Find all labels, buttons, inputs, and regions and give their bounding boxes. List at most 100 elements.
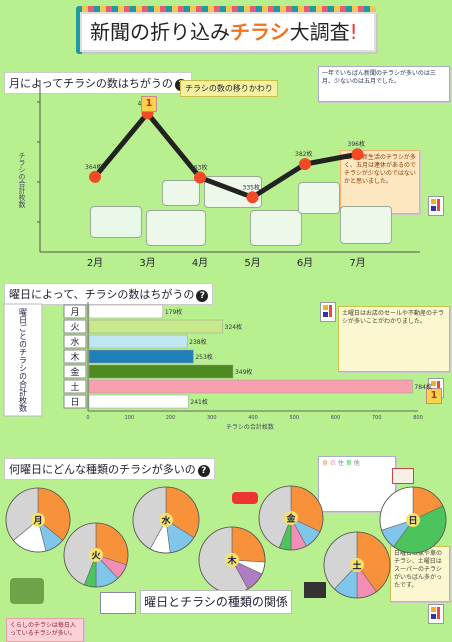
category-label: 金: [70, 366, 79, 378]
legend-item: 他: [353, 460, 360, 467]
award-badge-icon: [428, 196, 444, 216]
bar-ylabel-box: [3, 303, 43, 417]
y-axis-label: 曜日ごとのチラシの合計枚数: [19, 308, 28, 413]
sketch-illustration: [298, 182, 340, 214]
pie-slice: [165, 486, 200, 539]
pie-label-bg: [284, 511, 298, 525]
award-badge-icon: [428, 604, 444, 624]
pie-label: 日: [408, 516, 417, 527]
pie-slice: [95, 522, 129, 566]
pie-label: 金: [285, 513, 296, 525]
y-axis-label: チラシの合計枚数: [18, 152, 26, 209]
rank-badge-bar: 1: [426, 388, 442, 404]
pie-slice: [323, 531, 358, 590]
section-1-title: 月によってチラシの数はちがうの?: [4, 72, 192, 94]
pie-label-bg: [89, 548, 103, 562]
x-axis-label: チラシの合計枚数: [226, 423, 274, 431]
computer-icon: [304, 582, 326, 598]
pie-slice: [356, 564, 377, 599]
pie-label: 木: [226, 555, 237, 567]
pie-label-bg: [225, 553, 239, 567]
pie-slice: [412, 486, 444, 521]
data-label: 238枚: [189, 338, 206, 346]
question-icon: ?: [196, 290, 209, 302]
x-tick-label: 800: [413, 415, 423, 421]
data-label: 241枚: [190, 398, 207, 406]
data-label: 364枚: [85, 163, 102, 171]
category-label: 水: [70, 336, 79, 348]
bar: [88, 394, 189, 409]
pie-slice: [5, 487, 39, 541]
data-label: 396枚: [348, 140, 365, 148]
sketch-illustration: [340, 206, 392, 244]
pie-slice: [290, 517, 307, 551]
note-mid-right: 三月は新生活のチラシが多く、五月は連休があるのでチラシが少ないのではないかと思い…: [340, 150, 420, 214]
section-3-title: 何曜日にどんな種類のチラシが多いの?: [4, 458, 215, 480]
pie-slice: [83, 554, 97, 588]
pie-outline: [63, 522, 129, 588]
bottom-caption: 曜日とチラシの種類の関係: [140, 590, 292, 614]
pie-outline: [132, 486, 200, 554]
pie-outline: [5, 487, 71, 553]
note-bottom-left: くらしのチラシは毎日入っているチラシが多い。: [6, 618, 84, 642]
pie-slice: [258, 485, 292, 549]
pie-label-bg: [31, 513, 45, 527]
data-label: 324枚: [225, 323, 242, 331]
pie-slice: [231, 559, 263, 590]
x-tick-label: 600: [331, 415, 341, 421]
pie-slice: [149, 519, 171, 554]
x-tick-label: 0: [86, 415, 89, 421]
sketch-illustration: [162, 180, 200, 206]
title-box: [80, 12, 376, 52]
category-box: [63, 319, 87, 334]
rank-badge-line: 1: [141, 96, 157, 112]
pie-label: 土: [352, 560, 361, 572]
sketch-illustration: [204, 176, 262, 208]
data-label: 363枚: [190, 164, 207, 172]
legend-item: 車: [345, 460, 352, 467]
pie-outline: [198, 526, 266, 594]
note-pie: 日曜日は家や車のチラシ、土曜日はスーパーのチラシがいちばん多かったです。: [390, 546, 450, 602]
vegetables-icon: [10, 578, 44, 604]
data-point: [89, 170, 101, 183]
pie-slice: [356, 531, 391, 593]
category-label: 木: [70, 351, 79, 363]
title-suffix: 大調査: [289, 20, 350, 44]
house-icon: [392, 468, 414, 484]
section-2-text: 曜日によって、チラシの数はちがうの: [9, 288, 195, 301]
sketch-illustration: [146, 210, 206, 246]
section-1-text: 月によってチラシの数はちがうの: [9, 77, 173, 90]
pie-slice: [37, 487, 71, 541]
data-label: 349枚: [235, 368, 252, 376]
section-3-text: 何曜日にどんな種類のチラシが多いの: [9, 463, 196, 476]
pie-label: 月: [32, 516, 42, 527]
x-tick-label: 300: [207, 415, 217, 421]
x-tick-label: 6月: [297, 257, 313, 269]
title-mark: !: [349, 20, 358, 44]
x-tick-label: 200: [166, 415, 176, 421]
section-2-title: 曜日によって、チラシの数はちがうの?: [4, 283, 214, 305]
pie-label: 水: [161, 515, 171, 527]
pie-slice: [381, 519, 414, 548]
data-label: 382枚: [295, 150, 312, 158]
category-box: [63, 304, 87, 319]
pie-slice: [198, 526, 249, 594]
x-tick-label: 500: [289, 415, 299, 421]
bar: [88, 364, 234, 379]
page-title: 新聞の折り込みチラシ大調査!: [90, 16, 358, 45]
bar: [88, 334, 188, 349]
pie-slice: [278, 517, 292, 551]
pie-slice: [12, 519, 47, 553]
category-box: [63, 364, 87, 379]
bar: [88, 319, 223, 334]
x-tick-label: 3月: [139, 257, 155, 269]
pie-slice: [165, 519, 195, 554]
data-point: [299, 158, 311, 171]
category-label: 火: [70, 322, 79, 333]
x-tick-label: 2月: [87, 257, 103, 269]
category-label: 土: [70, 381, 79, 393]
pie-label: 火: [91, 551, 101, 562]
x-tick-label: 7月: [349, 257, 365, 269]
bar: [88, 304, 164, 319]
